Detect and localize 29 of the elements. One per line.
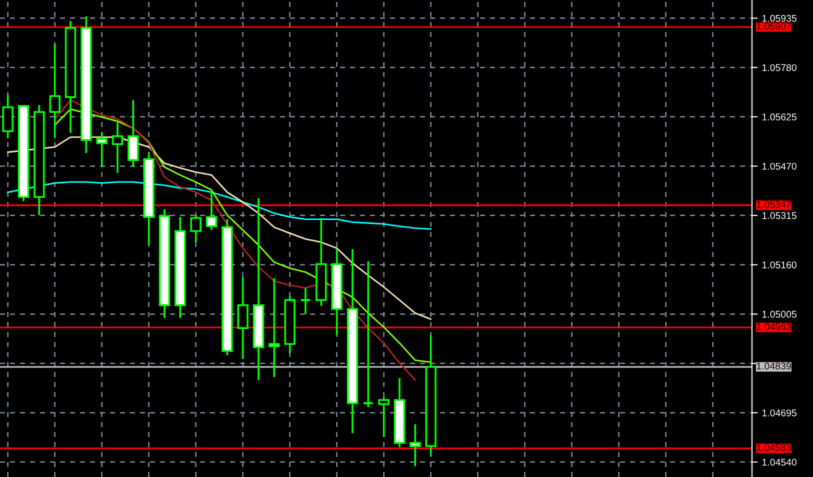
ref-line-label: 1.04963: [756, 323, 791, 330]
y-tick-label: 1.04540: [762, 458, 796, 466]
ref-line-label: 1.05907: [756, 22, 791, 30]
y-tick-label: 1.05470: [762, 162, 796, 170]
ref-line-label: 1.05347: [756, 200, 791, 208]
candlestick: [49, 43, 60, 140]
candlestick: [190, 214, 202, 244]
line-series: [7, 136, 432, 320]
candlestick: [206, 191, 218, 231]
y-tick-label: 1.05625: [762, 114, 796, 120]
y-tick-label: 1.05005: [762, 310, 796, 318]
candlestick: [112, 121, 124, 174]
y-tick-label: 1.05780: [762, 64, 796, 72]
candlestick: [300, 287, 312, 315]
line-series: [7, 181, 432, 230]
candlestick: [2, 94, 14, 140]
candlestick: [362, 260, 374, 408]
y-tick-label: 1.05935: [762, 14, 796, 22]
ref-line-label: 1.04583: [756, 444, 791, 451]
y-tick-label: 1.04695: [762, 409, 796, 416]
candlestick: [237, 276, 248, 360]
y-tick-label: 1.05160: [762, 261, 796, 268]
candlestick: [268, 277, 280, 378]
ref-line-label: 1.04839: [756, 362, 791, 370]
candlestick: [410, 423, 421, 468]
y-tick-label: 1.05315: [762, 212, 796, 220]
candlestick: [96, 131, 108, 168]
candlestick: [128, 99, 139, 168]
candlestick: [378, 396, 390, 438]
